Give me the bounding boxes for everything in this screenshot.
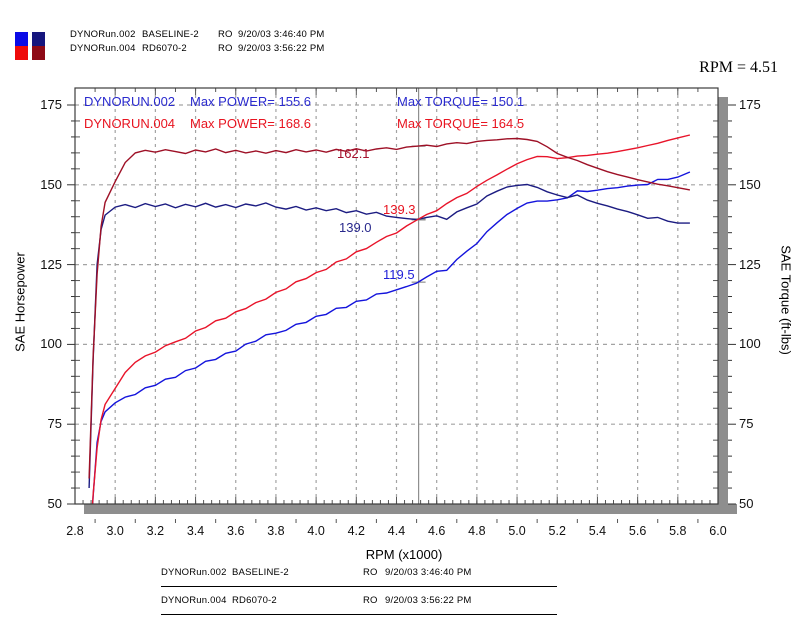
legend-run002-ro: RO bbox=[218, 29, 233, 40]
legend-run004-label: RD6070-2 bbox=[142, 43, 187, 54]
footer-run002-ro: RO bbox=[363, 567, 378, 578]
footer-run004-ro: RO bbox=[363, 595, 378, 606]
tick-label-y-right: 125 bbox=[739, 256, 761, 272]
tick-label-y-left: 175 bbox=[40, 97, 62, 112]
legend-swatch-run002-torque bbox=[32, 32, 45, 46]
y-axis-title-right: SAE Torque (ft-lbs) bbox=[778, 245, 794, 355]
legend-run002-file: DYNORun.002 bbox=[70, 29, 136, 40]
plot-frame bbox=[74, 87, 719, 505]
tick-label-y-right: 175 bbox=[739, 97, 761, 112]
tick-label-y-right: 75 bbox=[739, 416, 754, 432]
footer-run004-datetime: 9/20/03 3:56:22 PM bbox=[385, 595, 472, 606]
annotation-run004-max-torque: Max TORQUE= 164.5 bbox=[397, 116, 525, 131]
cursor-rpm-readout: RPM = 4.51 bbox=[699, 59, 778, 76]
tick-label-x: 4.4 bbox=[387, 524, 406, 538]
tick-label-y-left: 150 bbox=[40, 176, 62, 192]
legend-swatch-run002-power bbox=[15, 32, 28, 46]
plot-shadow-bottom bbox=[84, 504, 737, 514]
legend-run002-datetime: 9/20/03 3:46:40 PM bbox=[238, 29, 325, 40]
footer-run002-datetime: 9/20/03 3:46:40 PM bbox=[385, 567, 472, 578]
footer-row-run004: DYNORun.004 RD6070-2 RO 9/20/03 3:56:22 … bbox=[161, 592, 557, 615]
tick-label-x: 4.2 bbox=[347, 524, 365, 538]
tick-label-x: 5.2 bbox=[548, 524, 566, 538]
tick-label-y-left: 50 bbox=[47, 496, 62, 511]
footer-run002-label: BASELINE-2 bbox=[232, 567, 289, 578]
tick-label-x: 4.8 bbox=[468, 524, 486, 538]
curve-run002-power bbox=[91, 171, 691, 504]
tick-label-x: 4.6 bbox=[427, 524, 446, 538]
tick-label-y-left: 125 bbox=[40, 256, 62, 272]
tick-label-x: 3.6 bbox=[227, 524, 245, 538]
tick-label-y-right: 150 bbox=[739, 176, 761, 192]
cursor-value-run002-torque: 139.0 bbox=[339, 220, 372, 235]
tick-label-x: 5.8 bbox=[669, 524, 687, 538]
tick-label-x: 2.8 bbox=[66, 524, 84, 538]
legend-swatch-run004-power bbox=[15, 46, 28, 60]
legend-run004-datetime: 9/20/03 3:56:22 PM bbox=[238, 43, 325, 54]
annotation-run002-name: DYNORUN.002 bbox=[84, 94, 176, 109]
tick-label-x: 3.4 bbox=[186, 524, 205, 538]
footer-run002-file: DYNORun.002 bbox=[161, 567, 227, 578]
annotation-run002-max-torque: Max TORQUE= 150.1 bbox=[397, 94, 525, 109]
cursor-value-run004-power: 139.3 bbox=[383, 202, 416, 217]
tick-label-y-right: 100 bbox=[739, 336, 761, 352]
tick-label-y-left: 75 bbox=[47, 416, 62, 432]
tick-label-x: 3.8 bbox=[267, 524, 285, 538]
footer-row-run002: DYNORun.002 BASELINE-2 RO 9/20/03 3:46:4… bbox=[161, 564, 557, 587]
tick-label-y-left: 100 bbox=[40, 336, 62, 352]
legend-run004-ro: RO bbox=[218, 43, 233, 54]
tick-label-x: 6.0 bbox=[709, 524, 727, 538]
annotation-run004-name: DYNORUN.004 bbox=[84, 116, 176, 131]
legend-run002-label: BASELINE-2 bbox=[142, 29, 199, 40]
curve-run004-power bbox=[91, 134, 691, 504]
tick-label-x: 4.0 bbox=[307, 524, 325, 538]
tick-label-y-right: 50 bbox=[739, 496, 754, 511]
legend-run004-file: DYNORun.004 bbox=[70, 43, 136, 54]
tick-label-x: 5.4 bbox=[588, 524, 607, 538]
cursor-value-run004-torque: 162.1 bbox=[337, 146, 370, 161]
annotation-run004-max-power: Max POWER= 168.6 bbox=[190, 116, 312, 131]
tick-label-x: 5.0 bbox=[508, 524, 526, 538]
curve-run004-torque bbox=[88, 137, 691, 479]
annotation-run002-max-power: Max POWER= 155.6 bbox=[190, 94, 312, 109]
curve-run002-torque bbox=[88, 183, 690, 489]
plot-shadow-right bbox=[718, 97, 728, 513]
footer-run004-label: RD6070-2 bbox=[232, 595, 277, 606]
legend-swatch-run004-torque bbox=[32, 46, 45, 60]
tick-label-x: 3.0 bbox=[106, 524, 124, 538]
footer-run004-file: DYNORun.004 bbox=[161, 595, 227, 606]
x-axis-title: RPM (x1000) bbox=[365, 547, 443, 562]
tick-label-x: 5.6 bbox=[628, 524, 647, 538]
cursor-value-run002-power: 119.5 bbox=[383, 267, 415, 282]
tick-label-x: 3.2 bbox=[146, 524, 165, 538]
